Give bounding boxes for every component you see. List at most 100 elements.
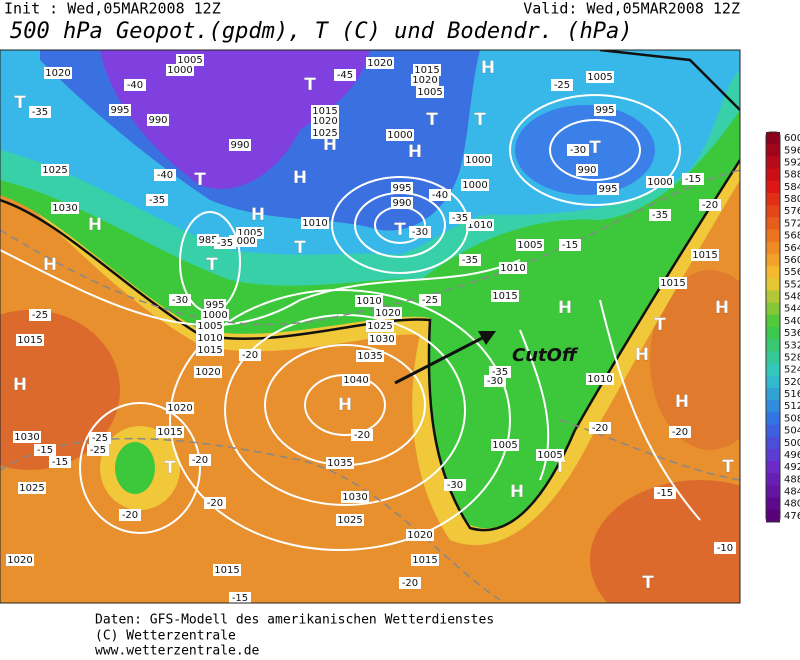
temperature-label-box bbox=[154, 169, 176, 181]
map-frame bbox=[0, 49, 741, 604]
temperature-label: -20 bbox=[702, 200, 718, 211]
temperature-label: -30 bbox=[172, 295, 188, 306]
temperature-label: -15 bbox=[52, 457, 68, 468]
isobar-label: 1020 bbox=[7, 555, 32, 566]
colorbar-label: 552 bbox=[784, 279, 800, 290]
colorbar-label: 556 bbox=[784, 267, 800, 278]
colorbar-swatch bbox=[766, 339, 780, 352]
temperature-label: -35 bbox=[652, 210, 668, 221]
isobar-label: 1020 bbox=[407, 530, 432, 541]
colorbar-swatch bbox=[766, 485, 780, 499]
isobar-label-box bbox=[391, 197, 413, 209]
warm-core bbox=[590, 480, 740, 603]
temperature-label-box bbox=[484, 375, 506, 387]
isobar-label: 1020 bbox=[367, 58, 392, 69]
arrow-shaft bbox=[394, 333, 489, 385]
pressure-center: T bbox=[14, 93, 26, 113]
colorbar-label: 584 bbox=[784, 182, 800, 193]
isobar-label-box bbox=[44, 67, 72, 79]
colorbar-swatch bbox=[766, 509, 780, 523]
temperature-label-box bbox=[239, 349, 261, 361]
isobar-label-box bbox=[197, 234, 219, 246]
isobar-label-box bbox=[594, 104, 616, 116]
temperature-label-box bbox=[459, 254, 481, 266]
isobar-label: 1015 bbox=[660, 278, 685, 289]
isobar-label: 1025 bbox=[42, 165, 67, 176]
warm-core bbox=[0, 310, 120, 470]
pressure-center: T bbox=[304, 75, 316, 95]
colorbar-swatch bbox=[766, 412, 780, 425]
temperature-label-box bbox=[146, 194, 168, 206]
isobar-label: 1000 bbox=[387, 130, 412, 141]
temperature-label: -30 bbox=[487, 376, 503, 387]
isobar-label: 1035 bbox=[327, 458, 352, 469]
isobar-label: 1005 bbox=[587, 72, 612, 83]
isobar-label: 1000 bbox=[230, 236, 255, 247]
colorbar-swatch bbox=[766, 290, 780, 304]
isobar-label: 1020 bbox=[412, 75, 437, 86]
isobar-label-box bbox=[166, 64, 194, 76]
isobar-label: 1000 bbox=[202, 310, 227, 321]
colorbar-label: 536 bbox=[784, 328, 800, 339]
isobar-label: 1025 bbox=[337, 515, 362, 526]
colorbar-frame bbox=[765, 131, 781, 523]
isobar-label-box bbox=[204, 299, 226, 311]
isobar-label: 1010 bbox=[356, 296, 381, 307]
pressure-center: T bbox=[589, 138, 601, 158]
temperature-label-box bbox=[119, 509, 141, 521]
temperature-label-box bbox=[89, 432, 111, 444]
temperature-label-box bbox=[449, 212, 471, 224]
isobar-label-box bbox=[374, 307, 402, 319]
temperature-label-box bbox=[399, 577, 421, 589]
isobar-label: 1020 bbox=[375, 308, 400, 319]
pressure-center: T bbox=[294, 238, 306, 258]
isobar-label-box bbox=[366, 320, 394, 332]
isobar-label-box bbox=[196, 320, 224, 332]
colorbar-swatch bbox=[766, 375, 780, 389]
colorbar-label: 504 bbox=[784, 426, 800, 437]
isobar-label-box bbox=[597, 183, 619, 195]
temperature-label-box bbox=[429, 189, 451, 201]
isobar-label-box bbox=[411, 74, 439, 86]
isobar-label: 1025 bbox=[312, 128, 337, 139]
temperature-label-box bbox=[682, 173, 704, 185]
temperature-label-box bbox=[124, 79, 146, 91]
isobar-label: 1015 bbox=[197, 345, 222, 356]
colorbar-swatch bbox=[766, 400, 780, 413]
isobar-label-box bbox=[196, 332, 224, 344]
temperature-label-box bbox=[49, 456, 71, 468]
temperature-label-box bbox=[649, 209, 671, 221]
temperature-label: -40 bbox=[432, 190, 448, 201]
pressure-center: T bbox=[164, 458, 176, 478]
isobar-label: 1005 bbox=[537, 450, 562, 461]
temperature-label: -40 bbox=[127, 80, 143, 91]
colorbar-swatch bbox=[766, 436, 780, 450]
colorbar-label: 480 bbox=[784, 499, 800, 510]
isobar-label-box bbox=[646, 176, 674, 188]
colorbar-label: 492 bbox=[784, 462, 800, 473]
isobar-label: 1010 bbox=[587, 374, 612, 385]
isobar-label: 1005 bbox=[197, 321, 222, 332]
isobar-label-box bbox=[6, 554, 34, 566]
isobar-label: 1020 bbox=[167, 403, 192, 414]
isobar-label-box bbox=[51, 202, 79, 214]
isobar-label: 985 bbox=[198, 235, 217, 246]
isobar-label: 990 bbox=[392, 198, 411, 209]
temperature-label: -25 bbox=[92, 433, 108, 444]
pressure-center: H bbox=[481, 58, 495, 78]
temperature-label: -20 bbox=[354, 430, 370, 441]
cutoff-annotation: CutOff bbox=[512, 345, 579, 366]
isobar-label: 995 bbox=[110, 105, 129, 116]
temperature-label: -20 bbox=[122, 510, 138, 521]
isobar-label-box bbox=[326, 457, 354, 469]
temperature-label: -20 bbox=[402, 578, 418, 589]
pressure-center: H bbox=[715, 298, 729, 318]
colorbar-swatch bbox=[766, 156, 780, 170]
colorbar-label: 596 bbox=[784, 145, 800, 156]
temperature-label: -20 bbox=[207, 498, 223, 509]
pressure-center: T bbox=[642, 573, 654, 593]
isobar-label: 1020 bbox=[195, 367, 220, 378]
temperature-label-box bbox=[567, 144, 589, 156]
colorbar-swatch bbox=[766, 424, 780, 438]
temperature-label-box bbox=[589, 422, 611, 434]
